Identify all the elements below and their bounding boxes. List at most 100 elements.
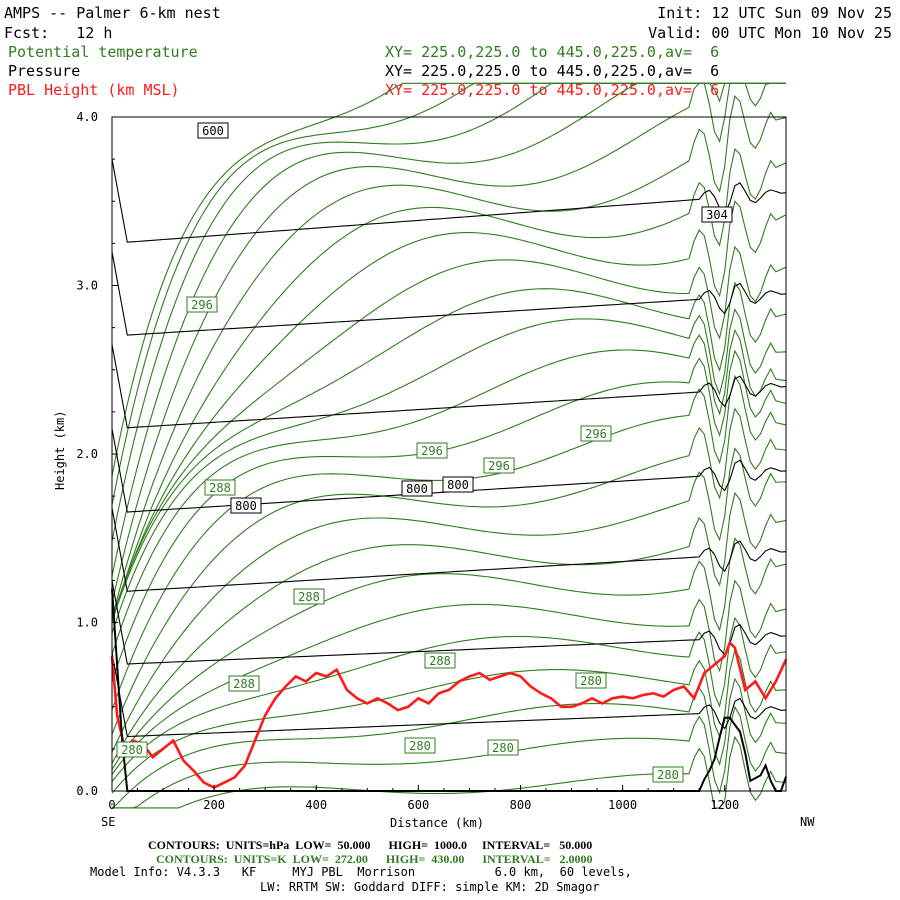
pbl-point: [775, 680, 777, 683]
nw-label: NW: [800, 815, 815, 829]
pressure-contour-line: [111, 344, 787, 429]
pressure-contour-label: 800: [235, 499, 257, 513]
pressure-contour-line: [111, 428, 787, 513]
theta-contour-line: [111, 537, 787, 770]
theta-contour-label-box: [487, 739, 519, 756]
theta-contour-label: 280: [492, 741, 514, 755]
pbl-point: [652, 692, 654, 695]
pbl-point: [642, 694, 644, 696]
x-axis-label: Distance (km): [390, 816, 484, 830]
pbl-point: [458, 680, 461, 683]
pressure-contour-label: 800: [406, 482, 428, 496]
pbl-point: [131, 739, 134, 742]
theta-contour-line: [111, 82, 786, 506]
pbl-point: [560, 706, 563, 708]
theta-contour-line: [111, 491, 787, 764]
theta-contour-line: [111, 616, 787, 783]
pressure-contour-line: [111, 652, 787, 738]
pbl-point: [723, 655, 726, 657]
field-label-pressure: Pressure: [8, 62, 81, 80]
pbl-point: [529, 685, 532, 688]
field-xy-theta: XY= 225.0,225.0 to 445.0,225.0,av= 6: [385, 43, 720, 61]
y-tick-label: 1.0: [76, 616, 98, 630]
x-tick-label: 200: [203, 798, 225, 812]
theta-contour-label-box: [416, 442, 448, 459]
theta-contour-info: CONTOURS: UNITS=K LOW= 272.00 HIGH= 430.…: [156, 852, 593, 866]
pbl-height-series: [110, 640, 788, 790]
pbl-point: [713, 663, 716, 666]
pbl-point: [274, 697, 277, 700]
pressure-contours: [111, 159, 787, 738]
pbl-point: [540, 692, 542, 695]
axes: 0 200 400 600 800 1000 1200 0.0 1.0 2.0 3.0 4.0: [76, 110, 777, 812]
theta-contour-label-box: [580, 425, 612, 442]
pbl-point: [499, 675, 501, 678]
pbl-point: [192, 770, 195, 772]
theta-contour-label: 296: [421, 444, 443, 458]
pbl-point: [325, 675, 328, 678]
pbl-point: [315, 672, 318, 674]
pbl-point: [489, 679, 491, 681]
pbl-point: [233, 776, 236, 779]
se-label: SE: [101, 815, 116, 829]
theta-contours: [111, 82, 787, 809]
pbl-point: [478, 672, 481, 674]
pbl-point: [764, 697, 767, 700]
pbl-point: [417, 697, 420, 700]
theta-contour-label: 280: [121, 743, 143, 757]
field-label-pbl: PBL Height (km MSL): [8, 81, 180, 99]
pbl-point: [550, 697, 552, 700]
theta-contour-line: [111, 200, 787, 621]
theta-contour-line: [111, 407, 787, 735]
theta-contour-line: [111, 579, 787, 775]
pbl-point: [468, 675, 471, 678]
y-tick-label: 3.0: [76, 279, 98, 293]
y-axis-label: Height (km): [53, 410, 67, 490]
pbl-point: [683, 685, 685, 688]
pbl-point: [172, 739, 175, 742]
pressure-contour-label: 600: [202, 124, 224, 138]
pressure-contour-line: [111, 580, 787, 665]
pbl-point: [611, 697, 614, 700]
theta-contour-line: [111, 648, 787, 794]
theta-contour-label-box: [116, 741, 148, 758]
pbl-point: [519, 675, 522, 678]
pressure-contour-label-box: [442, 476, 474, 493]
pbl-point: [570, 706, 573, 708]
pressure-contour-line: [111, 507, 787, 592]
pbl-point: [356, 697, 358, 700]
pbl-point: [672, 689, 675, 691]
pbl-point: [295, 675, 297, 678]
pbl-point: [116, 714, 118, 716]
theta-contour-label-box: [204, 479, 236, 496]
pbl-point: [264, 714, 267, 716]
model-info-2: LW: RRTM SW: Goddard DIFF: simple KM: 2D…: [260, 880, 600, 894]
x-tick-label: 800: [510, 798, 532, 812]
pbl-point: [223, 781, 226, 784]
valid-time: Valid: 00 UTC Mon 10 Nov 25: [648, 24, 892, 42]
pbl-point: [693, 697, 695, 700]
pbl-point: [407, 706, 410, 708]
theta-contour-label-box: [404, 737, 436, 754]
pbl-point: [335, 668, 338, 671]
theta-contour-label: 296: [488, 459, 510, 473]
pbl-point: [744, 689, 746, 691]
theta-contour-line: [111, 245, 787, 619]
pressure-contour-label: 304: [706, 208, 728, 222]
pbl-point: [581, 702, 583, 705]
x-tick-label: 0: [108, 798, 115, 812]
x-tick-label: 600: [408, 798, 430, 812]
pbl-point: [346, 689, 348, 691]
init-time: Init: 12 UTC Sun 09 Nov 25: [657, 4, 892, 22]
pbl-point: [729, 641, 731, 644]
theta-contour-label-box: [575, 672, 607, 689]
theta-contour-label: 280: [580, 674, 602, 688]
theta-contour-label: 296: [191, 298, 213, 312]
pbl-point: [386, 702, 389, 705]
pressure-contour-label-box: [701, 206, 733, 223]
pbl-point: [152, 756, 154, 759]
field-xy-pbl: XY= 225.0,225.0 to 445.0,225.0,av= 6: [385, 81, 720, 99]
theta-contour-line: [111, 94, 787, 619]
pbl-point: [601, 702, 603, 705]
